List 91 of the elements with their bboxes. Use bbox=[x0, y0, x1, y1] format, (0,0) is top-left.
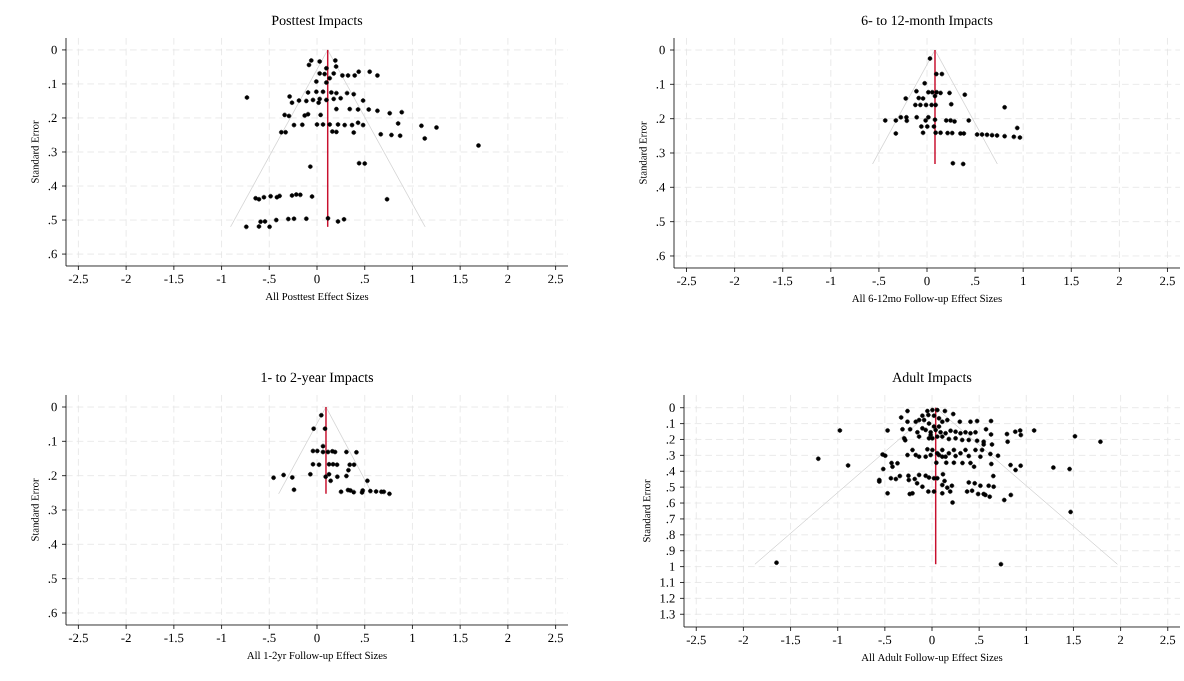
x-tick-label: -2.5 bbox=[68, 633, 88, 643]
y-tick-label: .4 bbox=[48, 540, 58, 549]
x-tick-label: 0 bbox=[314, 633, 320, 643]
y-tick-label: 0 bbox=[51, 402, 57, 412]
x-tick-label: 1.5 bbox=[1066, 635, 1081, 645]
x-tick-label: 1 bbox=[1024, 635, 1029, 645]
y-tick-label: .3 bbox=[48, 505, 57, 515]
chart-title: 6- to 12-month Impacts bbox=[861, 15, 993, 28]
y-tick-label: .4 bbox=[666, 467, 676, 476]
y-tick-label: .3 bbox=[48, 147, 57, 157]
y-tick-label: .2 bbox=[656, 114, 665, 123]
x-tick-label: 0 bbox=[924, 276, 930, 286]
chart-title: Adult Impacts bbox=[892, 372, 972, 385]
y-tick-label: .8 bbox=[666, 530, 675, 540]
y-tick-label: .6 bbox=[48, 608, 57, 618]
x-tick-label: 0 bbox=[929, 635, 935, 645]
y-axis-title: Standard Error bbox=[639, 121, 647, 184]
y-tick-label: .1 bbox=[656, 80, 665, 89]
y-axis-title: Standard Error bbox=[31, 120, 39, 183]
x-tick-label: -2.5 bbox=[686, 635, 706, 645]
x-tick-label: 2.5 bbox=[548, 274, 564, 284]
y-tick-label: .7 bbox=[666, 514, 675, 524]
x-tick-label: .5 bbox=[360, 633, 369, 643]
y-tick-label: .2 bbox=[48, 113, 57, 123]
y-tick-label: .6 bbox=[48, 249, 57, 259]
y-tick-label: .5 bbox=[48, 215, 57, 225]
x-tick-label: 1 bbox=[1021, 276, 1026, 286]
chart-title: Posttest Impacts bbox=[271, 15, 363, 28]
x-tick-label: -1.5 bbox=[781, 635, 801, 645]
x-tick-label: 2.5 bbox=[548, 633, 564, 643]
y-tick-label: .2 bbox=[48, 471, 57, 480]
x-tick-label: 2 bbox=[1116, 276, 1122, 286]
y-axis-title: Standard Error bbox=[31, 478, 39, 541]
y-tick-label: 1.1 bbox=[660, 578, 675, 587]
x-tick-label: -.5 bbox=[262, 633, 276, 643]
x-tick-label: -1 bbox=[832, 635, 843, 645]
x-tick-label: -1.5 bbox=[164, 633, 184, 643]
x-tick-label: -1.5 bbox=[773, 276, 793, 286]
y-tick-label: .1 bbox=[666, 419, 675, 428]
x-tick-label: -1.5 bbox=[164, 274, 184, 284]
x-tick-label: -.5 bbox=[878, 635, 892, 645]
x-tick-label: 2 bbox=[505, 274, 511, 284]
x-tick-label: -2 bbox=[121, 633, 131, 643]
y-tick-label: .3 bbox=[656, 148, 665, 158]
y-tick-label: 0 bbox=[51, 45, 57, 55]
y-tick-label: .5 bbox=[666, 482, 675, 492]
x-tick-label: -2.5 bbox=[676, 276, 697, 286]
x-tick-label: 1.5 bbox=[453, 274, 468, 284]
chart-title: 1- to 2-year Impacts bbox=[261, 372, 374, 385]
y-tick-label: .3 bbox=[666, 451, 675, 460]
y-tick-label: .1 bbox=[48, 437, 57, 446]
y-tick-label: 1.2 bbox=[660, 594, 675, 603]
x-tick-label: -2 bbox=[121, 274, 131, 284]
y-tick-label: 1 bbox=[670, 562, 675, 571]
x-tick-label: -1 bbox=[825, 276, 836, 286]
x-tick-label: 2 bbox=[505, 633, 511, 643]
y-tick-label: .6 bbox=[656, 251, 665, 261]
x-tick-label: -.5 bbox=[872, 276, 886, 286]
y-tick-label: .6 bbox=[666, 498, 675, 508]
y-tick-label: 1.3 bbox=[660, 610, 675, 619]
x-tick-label: 1 bbox=[410, 274, 415, 284]
x-tick-label: -2.5 bbox=[68, 274, 88, 284]
x-tick-label: 2.5 bbox=[1160, 635, 1176, 645]
y-tick-label: .2 bbox=[666, 435, 675, 444]
x-tick-label: .5 bbox=[360, 274, 369, 284]
x-axis-title: All Posttest Effect Sizes bbox=[265, 292, 369, 301]
x-tick-label: -1 bbox=[216, 274, 227, 284]
y-tick-label: 0 bbox=[659, 45, 665, 55]
y-axis-title: Standard Error bbox=[642, 479, 651, 542]
x-tick-label: 1 bbox=[410, 633, 415, 643]
y-tick-label: .4 bbox=[48, 181, 58, 191]
y-tick-label: .5 bbox=[48, 574, 57, 583]
y-tick-label: .9 bbox=[666, 546, 675, 556]
x-tick-label: -2 bbox=[738, 635, 748, 645]
x-axis-title: All 1-2yr Follow-up Effect Sizes bbox=[247, 651, 387, 662]
y-tick-label: .4 bbox=[656, 183, 666, 192]
x-tick-label: 0 bbox=[314, 274, 320, 284]
y-tick-label: .1 bbox=[48, 79, 57, 89]
x-tick-label: .5 bbox=[975, 635, 984, 645]
x-axis-title: All Adult Follow-up Effect Sizes bbox=[861, 653, 1003, 664]
x-tick-label: -2 bbox=[729, 276, 740, 286]
y-tick-label: 0 bbox=[669, 403, 675, 412]
x-tick-label: 1.5 bbox=[1064, 276, 1079, 286]
x-tick-label: -1 bbox=[216, 633, 227, 643]
x-tick-label: -.5 bbox=[262, 274, 276, 284]
x-tick-label: 1.5 bbox=[453, 633, 468, 643]
y-tick-label: .5 bbox=[656, 217, 665, 226]
x-axis-title: All 6-12mo Follow-up Effect Sizes bbox=[851, 294, 1002, 305]
x-tick-label: 2 bbox=[1118, 635, 1124, 645]
x-tick-label: .5 bbox=[971, 276, 980, 286]
x-tick-label: 2.5 bbox=[1160, 276, 1175, 286]
